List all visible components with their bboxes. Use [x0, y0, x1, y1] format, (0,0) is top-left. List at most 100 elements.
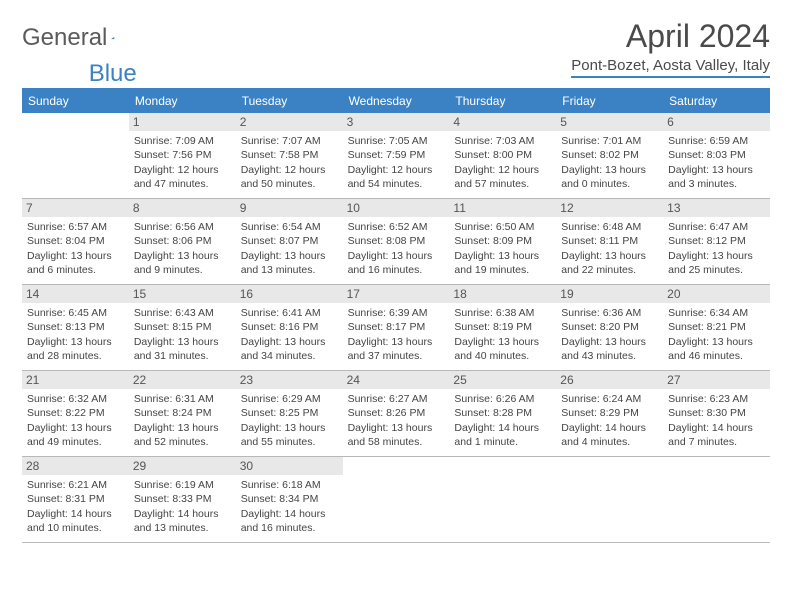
day-number: 29 — [129, 457, 236, 475]
day-number: 3 — [343, 113, 450, 131]
sunrise-line: Sunrise: 7:05 AM — [348, 134, 445, 148]
sunset-line: Sunset: 8:21 PM — [668, 320, 765, 334]
day-number: 22 — [129, 371, 236, 389]
day-cell: 6Sunrise: 6:59 AMSunset: 8:03 PMDaylight… — [663, 113, 770, 199]
logo-text-2: Blue — [89, 60, 137, 88]
location: Pont-Bozet, Aosta Valley, Italy — [571, 57, 770, 78]
daylight-line: Daylight: 13 hours and 25 minutes. — [668, 249, 765, 277]
day-cell — [343, 457, 450, 543]
daylight-line: Daylight: 14 hours and 13 minutes. — [134, 507, 231, 535]
sunset-line: Sunset: 8:15 PM — [134, 320, 231, 334]
sunrise-line: Sunrise: 6:19 AM — [134, 478, 231, 492]
sunrise-line: Sunrise: 7:07 AM — [241, 134, 338, 148]
day-cell: 4Sunrise: 7:03 AMSunset: 8:00 PMDaylight… — [449, 113, 556, 199]
sunrise-line: Sunrise: 6:39 AM — [348, 306, 445, 320]
daylight-line: Daylight: 13 hours and 31 minutes. — [134, 335, 231, 363]
daylight-line: Daylight: 12 hours and 57 minutes. — [454, 163, 551, 191]
sunset-line: Sunset: 8:29 PM — [561, 406, 658, 420]
day-cell: 26Sunrise: 6:24 AMSunset: 8:29 PMDayligh… — [556, 371, 663, 457]
day-number: 6 — [663, 113, 770, 131]
day-cell: 7 Sunrise: 6:57 AMSunset: 8:04 PMDaylight… — [22, 199, 129, 285]
day-cell: 23Sunrise: 6:29 AMSunset: 8:25 PMDayligh… — [236, 371, 343, 457]
sunset-line: Sunset: 8:07 PM — [241, 234, 338, 248]
sunset-line: Sunset: 8:19 PM — [454, 320, 551, 334]
day-cell: 21Sunrise: 6:32 AMSunset: 8:22 PMDayligh… — [22, 371, 129, 457]
sunset-line: Sunset: 7:58 PM — [241, 148, 338, 162]
sunrise-line: Sunrise: 6:26 AM — [454, 392, 551, 406]
sunrise-line: Sunrise: 6:54 AM — [241, 220, 338, 234]
sunrise-line: Sunrise: 6:29 AM — [241, 392, 338, 406]
daylight-line: Daylight: 13 hours and 55 minutes. — [241, 421, 338, 449]
daylight-line: Daylight: 13 hours and 6 minutes. — [27, 249, 124, 277]
day-cell: 8Sunrise: 6:56 AMSunset: 8:06 PMDaylight… — [129, 199, 236, 285]
sunrise-line: Sunrise: 6:38 AM — [454, 306, 551, 320]
logo-triangle-icon — [111, 29, 115, 47]
sunset-line: Sunset: 8:20 PM — [561, 320, 658, 334]
sunrise-line: Sunrise: 6:52 AM — [348, 220, 445, 234]
daylight-line: Daylight: 12 hours and 54 minutes. — [348, 163, 445, 191]
daylight-line: Daylight: 13 hours and 52 minutes. — [134, 421, 231, 449]
day-number: 17 — [343, 285, 450, 303]
sunset-line: Sunset: 8:11 PM — [561, 234, 658, 248]
sunrise-line: Sunrise: 6:50 AM — [454, 220, 551, 234]
day-number: 13 — [663, 199, 770, 217]
daylight-line: Daylight: 14 hours and 16 minutes. — [241, 507, 338, 535]
sunrise-line: Sunrise: 6:45 AM — [27, 306, 124, 320]
sunrise-line: Sunrise: 6:24 AM — [561, 392, 658, 406]
sunrise-line: Sunrise: 6:57 AM — [27, 220, 124, 234]
day-cell: 27Sunrise: 6:23 AMSunset: 8:30 PMDayligh… — [663, 371, 770, 457]
day-number: 27 — [663, 371, 770, 389]
sunset-line: Sunset: 8:26 PM — [348, 406, 445, 420]
day-number: 14 — [22, 285, 129, 303]
sunrise-line: Sunrise: 6:56 AM — [134, 220, 231, 234]
day-cell: 22Sunrise: 6:31 AMSunset: 8:24 PMDayligh… — [129, 371, 236, 457]
daylight-line: Daylight: 13 hours and 34 minutes. — [241, 335, 338, 363]
day-header: Thursday — [449, 89, 556, 113]
daylight-line: Daylight: 14 hours and 1 minute. — [454, 421, 551, 449]
sunset-line: Sunset: 8:17 PM — [348, 320, 445, 334]
daylight-line: Daylight: 13 hours and 22 minutes. — [561, 249, 658, 277]
sunrise-line: Sunrise: 6:21 AM — [27, 478, 124, 492]
day-cell — [22, 113, 129, 199]
day-number: 30 — [236, 457, 343, 475]
daylight-line: Daylight: 14 hours and 10 minutes. — [27, 507, 124, 535]
day-cell — [449, 457, 556, 543]
sunrise-line: Sunrise: 6:27 AM — [348, 392, 445, 406]
day-cell: 17Sunrise: 6:39 AMSunset: 8:17 PMDayligh… — [343, 285, 450, 371]
day-cell: 14Sunrise: 6:45 AMSunset: 8:13 PMDayligh… — [22, 285, 129, 371]
sunset-line: Sunset: 8:28 PM — [454, 406, 551, 420]
day-number: 1 — [129, 113, 236, 131]
day-cell: 29 Sunrise: 6:19 AMSunset: 8:33 PMDayligh… — [129, 457, 236, 543]
sunset-line: Sunset: 8:00 PM — [454, 148, 551, 162]
day-number: 15 — [129, 285, 236, 303]
day-cell: 30Sunrise: 6:18 AMSunset: 8:34 PMDayligh… — [236, 457, 343, 543]
sunset-line: Sunset: 8:16 PM — [241, 320, 338, 334]
daylight-line: Daylight: 13 hours and 49 minutes. — [27, 421, 124, 449]
day-cell: 9Sunrise: 6:54 AMSunset: 8:07 PMDaylight… — [236, 199, 343, 285]
day-cell: 20Sunrise: 6:34 AMSunset: 8:21 PMDayligh… — [663, 285, 770, 371]
sunrise-line: Sunrise: 7:09 AM — [134, 134, 231, 148]
sunset-line: Sunset: 7:59 PM — [348, 148, 445, 162]
sunset-line: Sunset: 8:34 PM — [241, 492, 338, 506]
day-number: 24 — [343, 371, 450, 389]
calendar-grid: SundayMondayTuesdayWednesdayThursdayFrid… — [22, 88, 770, 543]
sunset-line: Sunset: 8:33 PM — [134, 492, 231, 506]
daylight-line: Daylight: 12 hours and 50 minutes. — [241, 163, 338, 191]
day-number: 20 — [663, 285, 770, 303]
day-cell: 3 Sunrise: 7:05 AMSunset: 7:59 PMDaylight… — [343, 113, 450, 199]
daylight-line: Daylight: 13 hours and 3 minutes. — [668, 163, 765, 191]
sunrise-line: Sunrise: 6:47 AM — [668, 220, 765, 234]
day-number: 7 — [22, 199, 129, 217]
daylight-line: Daylight: 13 hours and 0 minutes. — [561, 163, 658, 191]
title-block: April 2024 Pont-Bozet, Aosta Valley, Ita… — [571, 18, 770, 78]
sunset-line: Sunset: 8:09 PM — [454, 234, 551, 248]
day-header: Saturday — [663, 89, 770, 113]
day-cell: 15Sunrise: 6:43 AMSunset: 8:15 PMDayligh… — [129, 285, 236, 371]
daylight-line: Daylight: 13 hours and 9 minutes. — [134, 249, 231, 277]
day-number: 10 — [343, 199, 450, 217]
daylight-line: Daylight: 14 hours and 4 minutes. — [561, 421, 658, 449]
sunset-line: Sunset: 8:03 PM — [668, 148, 765, 162]
sunrise-line: Sunrise: 6:48 AM — [561, 220, 658, 234]
sunset-line: Sunset: 8:04 PM — [27, 234, 124, 248]
day-cell: 16Sunrise: 6:41 AMSunset: 8:16 PMDayligh… — [236, 285, 343, 371]
